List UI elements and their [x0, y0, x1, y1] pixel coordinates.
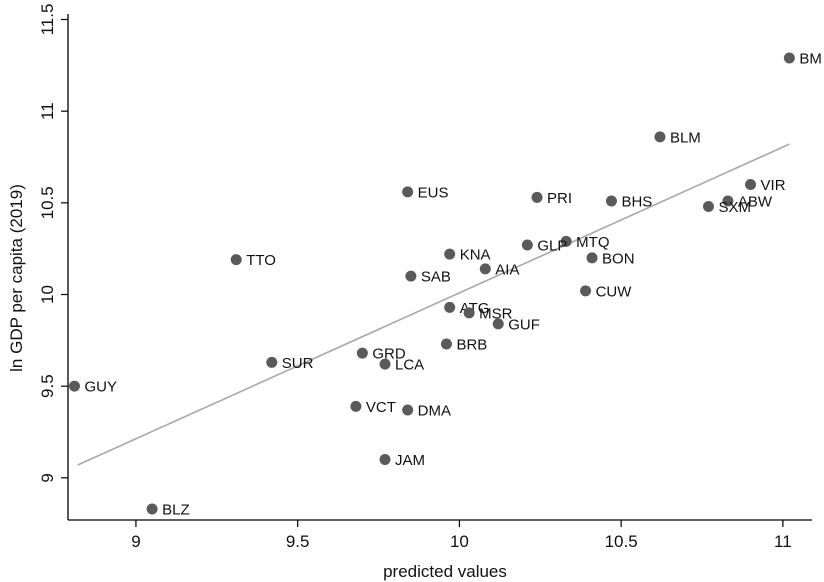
point-label: GRD: [372, 346, 406, 363]
axes-group: 9 9.5 10 10.5 11 9 9.5 10 10.5 11 11.5: [38, 4, 812, 551]
data-point: [266, 356, 278, 368]
point-label: SUR: [282, 355, 314, 372]
data-point: [379, 358, 391, 370]
y-axis-title: ln GDP per capita (2019): [7, 184, 26, 372]
point-label: MSR: [479, 305, 513, 322]
fit-line: [77, 143, 790, 466]
x-tick-label: 10: [450, 532, 469, 551]
data-point: [402, 404, 414, 416]
y-tick-label: 11.5: [38, 4, 57, 36]
data-point: [783, 52, 795, 64]
point-label: JAM: [395, 452, 425, 469]
y-tick-label: 10.5: [38, 186, 57, 219]
data-point: [492, 318, 504, 330]
data-point: [440, 338, 452, 350]
data-point: [586, 252, 598, 264]
data-point: [230, 254, 242, 266]
fit-line-group: [77, 143, 790, 466]
point-label: SXM: [718, 199, 751, 216]
data-point: [521, 239, 533, 251]
point-label: TTO: [246, 252, 276, 269]
data-point: [654, 131, 666, 143]
x-tick-label: 11: [774, 532, 792, 551]
point-label: GUY: [84, 379, 117, 396]
data-point: [745, 179, 757, 190]
point-label: PRI: [547, 190, 572, 207]
x-tick-label: 9.5: [286, 532, 310, 551]
point-label: VCT: [366, 399, 396, 416]
point-label: CUW: [596, 283, 633, 300]
point-label: KNA: [460, 247, 491, 264]
point-label: BON: [602, 250, 635, 267]
point-label: MTQ: [576, 234, 609, 251]
data-point: [68, 380, 80, 392]
data-point: [444, 301, 456, 313]
point-label: ABW: [738, 194, 773, 211]
data-point: [350, 400, 362, 412]
data-point: [356, 347, 368, 359]
data-point: [560, 235, 572, 247]
point-label: BLM: [670, 129, 701, 146]
point-label: GLP: [537, 238, 567, 255]
point-label: BRB: [456, 337, 487, 354]
data-point: [463, 307, 475, 319]
data-point: [605, 195, 617, 207]
point-label: BM: [799, 51, 822, 68]
point-label: DMA: [418, 403, 451, 420]
point-label: BHS: [621, 194, 652, 211]
data-point: [146, 503, 158, 515]
point-label: AIA: [495, 261, 519, 278]
data-point: [405, 270, 417, 282]
point-label: EUS: [418, 184, 449, 201]
y-tick-label: 10: [38, 285, 57, 304]
point-label: BLZ: [162, 502, 190, 519]
point-label: SAB: [421, 269, 451, 286]
point-label: VIR: [761, 177, 786, 194]
y-tick-label: 9: [38, 473, 57, 482]
data-point: [580, 285, 592, 297]
data-point: [479, 263, 491, 275]
data-point: [722, 195, 734, 207]
data-point: [402, 186, 414, 198]
data-point: [444, 248, 456, 260]
x-axis-title: predicted values: [383, 562, 507, 581]
data-point: [702, 201, 714, 212]
x-tick-label: 10.5: [605, 532, 638, 551]
x-tick-label: 9: [131, 532, 140, 551]
data-point: [531, 191, 543, 203]
point-label: LCA: [395, 357, 424, 374]
y-tick-label: 9.5: [38, 374, 57, 398]
point-label: GUF: [508, 316, 540, 333]
data-point: [379, 454, 391, 465]
y-tick-label: 11: [38, 102, 57, 120]
